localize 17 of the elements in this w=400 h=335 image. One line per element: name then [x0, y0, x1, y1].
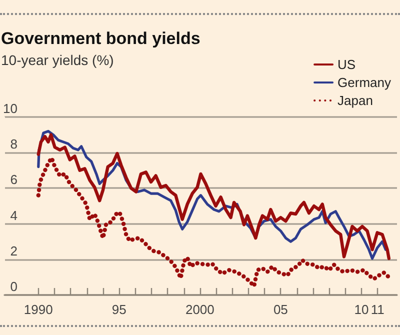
x-tick-label: 1990 — [24, 302, 53, 317]
y-tick-label: 6 — [10, 172, 18, 188]
y-tick-label: 2 — [10, 243, 18, 258]
x-tick-label: 95 — [112, 302, 126, 317]
legend-label: Germany — [338, 75, 392, 90]
legend-label: Japan — [338, 93, 373, 108]
x-tick-label: 11 — [370, 302, 384, 317]
chart-title: Government bond yields — [1, 29, 200, 48]
x-tick-label: 10 — [354, 302, 369, 317]
y-tick-label: 4 — [10, 208, 18, 223]
y-tick-label: 0 — [10, 279, 18, 294]
y-tick-label: 8 — [10, 136, 18, 152]
chart-subtitle: 10-year yields (%) — [1, 52, 114, 68]
y-tick-label: 10 — [2, 101, 18, 116]
legend-label: US — [338, 57, 356, 72]
x-tick-label: 05 — [273, 302, 288, 317]
x-tick-label: 2000 — [185, 302, 214, 317]
